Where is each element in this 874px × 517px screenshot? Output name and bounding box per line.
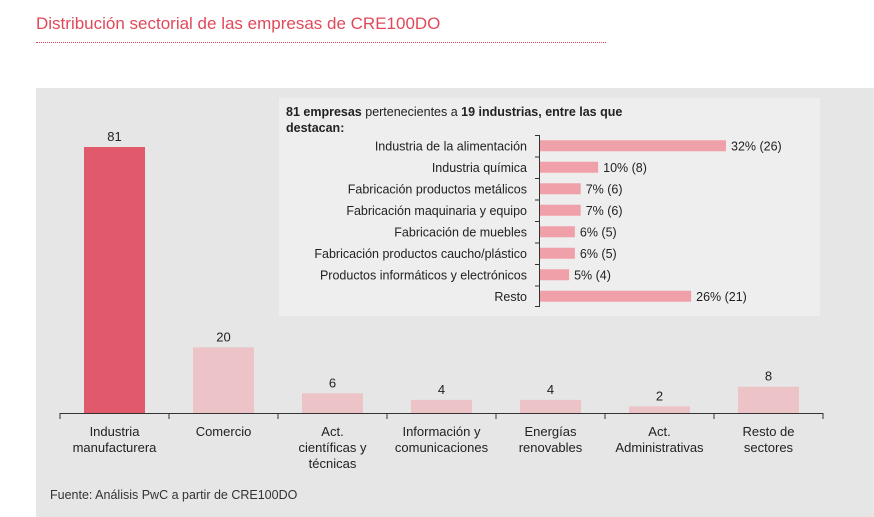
inset-value-label: 6% (5) <box>580 247 617 261</box>
x-axis-ticks <box>59 413 824 419</box>
x-tick-label: Act. científicas y técnicas <box>299 424 367 471</box>
inset-bar-1 <box>540 161 599 173</box>
bar-5 <box>629 406 690 413</box>
inset-bar-2 <box>540 183 581 195</box>
title-divider <box>36 42 606 43</box>
inset-value-label: 5% (4) <box>574 268 611 282</box>
x-tick-label: Resto de sectores <box>742 424 794 455</box>
x-tick-label: Energías renovables <box>519 424 583 455</box>
inset-category-label: Fabricación maquinaria y equipo <box>346 204 527 218</box>
page-title: Distribución sectorial de las empresas d… <box>36 14 441 33</box>
inset-value-label: 26% (21) <box>696 290 747 304</box>
inset-category-label: Resto <box>494 290 527 304</box>
inset-title-line-2: destacan: <box>286 121 344 135</box>
x-tick-label: Información y comunicaciones <box>395 424 489 455</box>
inset-bar-7 <box>540 290 692 302</box>
inset-category-label: Industria química <box>432 161 527 175</box>
inset-value-label: 6% (5) <box>580 225 617 239</box>
bar-value-label: 4 <box>438 382 445 397</box>
inset-value-label: 32% (26) <box>731 139 782 153</box>
inset-value-label: 10% (8) <box>603 161 647 175</box>
inset-title-normal-1: pertenecientes a <box>362 105 461 119</box>
source-note: Fuente: Análisis PwC a partir de CRE100D… <box>50 488 298 502</box>
inset-title-line-1: 81 empresas pertenecientes a 19 industri… <box>286 105 622 119</box>
bar-0 <box>84 147 145 413</box>
inset-category-label: Fabricación de muebles <box>394 225 527 239</box>
bar-value-label: 20 <box>216 329 230 344</box>
inset-bar-0 <box>540 140 726 152</box>
bar-value-label: 81 <box>107 129 121 144</box>
inset-category-label: Productos informáticos y electrónicos <box>320 268 527 282</box>
bar-value-label: 8 <box>765 369 772 384</box>
bar-6 <box>738 386 799 413</box>
bar-4 <box>520 399 581 413</box>
x-tick-label: Industria manufacturera <box>73 424 158 455</box>
bar-2 <box>302 393 363 413</box>
inset-title-bold-1: 81 empresas <box>286 105 362 119</box>
bar-value-label: 2 <box>656 388 663 403</box>
bar-1 <box>193 347 254 413</box>
inset-value-label: 7% (6) <box>586 182 623 196</box>
main-bars: 81 20 6 4 4 2 8 <box>84 129 799 413</box>
bar-value-label: 6 <box>329 375 336 390</box>
x-tick-label: Act. Administrativas <box>615 424 704 455</box>
bar-value-label: 4 <box>547 382 554 397</box>
bar-3 <box>411 399 472 413</box>
x-tick-label: Comercio <box>196 424 252 439</box>
inset-bars: Industria de la alimentación 32% (26) Indu… <box>314 135 782 307</box>
inset-category-label: Fabricación productos caucho/plástico <box>314 247 527 261</box>
x-axis-categories: Industria manufacturera Comercio Act. cientí… <box>73 424 795 471</box>
inset-bar-5 <box>540 247 575 259</box>
inset-category-label: Industria de la alimentación <box>375 139 527 153</box>
inset-category-label: Fabricación productos metálicos <box>348 182 527 196</box>
inset-bar-3 <box>540 204 581 216</box>
inset-value-label: 7% (6) <box>586 204 623 218</box>
inset-title-bold-2: 19 industrias, entre las que <box>461 105 622 119</box>
inset-bar-4 <box>540 226 575 238</box>
inset-bar-6 <box>540 269 570 281</box>
